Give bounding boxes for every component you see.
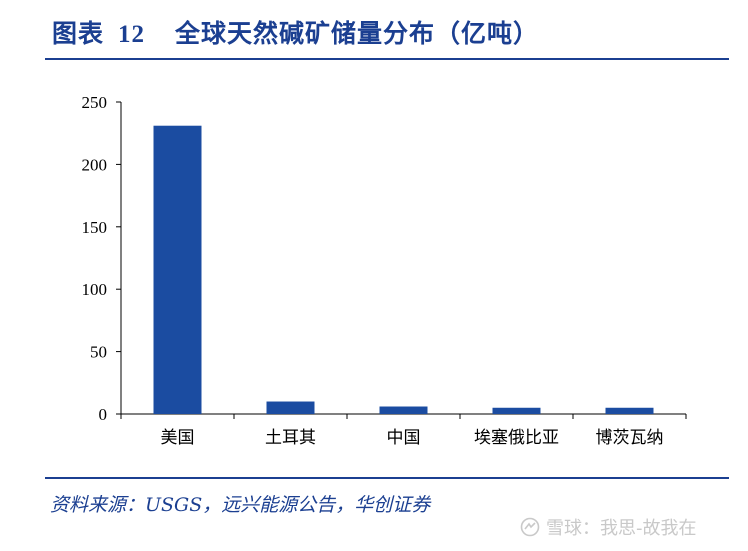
x-tick-label: 美国	[161, 428, 195, 448]
watermark: 雪球：我思-故我在	[520, 514, 697, 540]
y-tick-label: 250	[82, 93, 108, 112]
figure-label: 图表	[52, 19, 105, 48]
y-tick-label: 150	[82, 218, 108, 237]
figure-title: 图表 12 全球天然碱矿储量分布（亿吨）	[52, 14, 539, 50]
title-rule	[45, 58, 729, 60]
figure-number: 12	[118, 21, 146, 48]
bar	[266, 401, 315, 414]
chart-bars	[153, 125, 654, 414]
y-tick-labels: 0 50 100 150 200 250	[82, 93, 108, 424]
x-tick-labels: 美国 土耳其 中国 埃塞俄比亚 博茨瓦纳	[161, 428, 664, 448]
y-tick-label: 50	[90, 343, 107, 362]
y-tick-label: 200	[82, 155, 108, 174]
bar	[379, 406, 428, 414]
x-tick-label: 埃塞俄比亚	[474, 428, 559, 448]
x-tick-label: 中国	[387, 428, 421, 448]
source-rule	[45, 477, 729, 479]
source-note: 资料来源：USGS，远兴能源公告，华创证券	[50, 494, 431, 516]
watermark-text: 雪球：我思-故我在	[546, 518, 697, 539]
bar	[605, 407, 654, 414]
bar	[153, 125, 202, 414]
y-tick-label: 0	[99, 405, 108, 424]
x-tick-label: 土耳其	[265, 428, 316, 448]
y-tick-label: 100	[82, 280, 108, 299]
bar	[492, 407, 541, 414]
snowball-logo-icon	[520, 517, 540, 537]
figure-title-text: 全球天然碱矿储量分布（亿吨）	[175, 19, 540, 48]
x-tick-label: 博茨瓦纳	[596, 428, 664, 448]
